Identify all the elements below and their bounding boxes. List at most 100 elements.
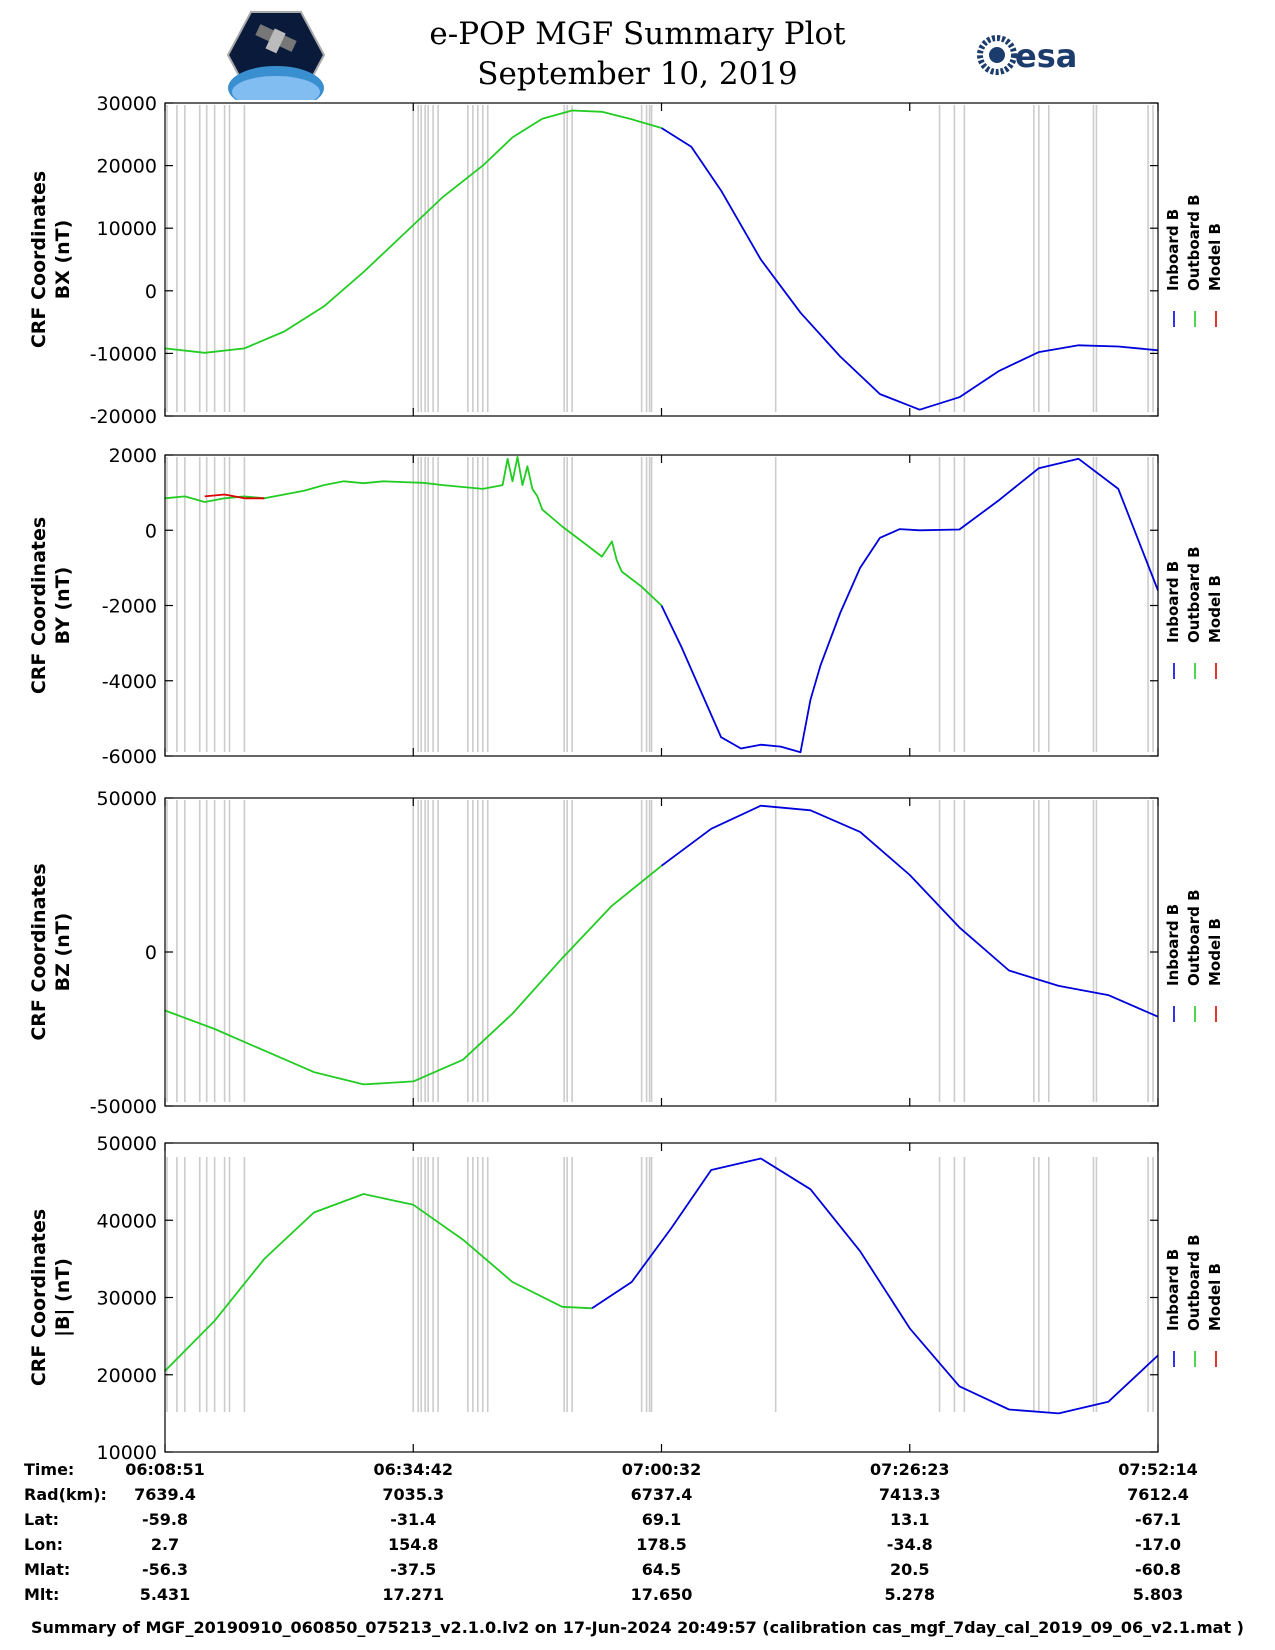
y-axis-label-line-2: BY (nT) xyxy=(52,567,74,645)
plot-title: e-POP MGF Summary Plot September 10, 201… xyxy=(0,14,1275,94)
axes-frame xyxy=(164,797,1159,1107)
table-cell: 7612.4 xyxy=(1127,1485,1189,1504)
table-cell: -17.0 xyxy=(1134,1535,1182,1554)
time-tick-label: 07:26:23 xyxy=(869,1460,950,1479)
esa-logo-icon: esa xyxy=(977,35,1077,75)
y-tick-label: 30000 xyxy=(97,93,157,115)
y-axis-label-line-1: CRF Coordinates xyxy=(28,1209,50,1386)
time-tick-label: 06:08:51 xyxy=(125,1460,205,1479)
row-label: Time: xyxy=(24,1460,75,1479)
legend-label: Inboard B xyxy=(1164,209,1182,291)
y-tick-label: -6000 xyxy=(102,746,157,768)
table-cell: -67.1 xyxy=(1134,1510,1182,1529)
series-inboard-b xyxy=(660,804,1159,1018)
legend-label: Outboard B xyxy=(1185,194,1203,291)
y-axis-label: CRF Coordinates BY (nT) xyxy=(28,517,74,694)
table-cell: -60.8 xyxy=(1134,1560,1182,1579)
table-cell: 7639.4 xyxy=(134,1485,196,1504)
table-cell: 2.7 xyxy=(150,1535,180,1554)
y-tick-label: -2000 xyxy=(102,596,157,618)
y-tick-label: -4000 xyxy=(102,671,157,693)
legend-label: Model B xyxy=(1206,575,1224,643)
table-cell: 178.5 xyxy=(636,1535,687,1554)
legend-label: Outboard B xyxy=(1185,1234,1203,1331)
legend-label: Model B xyxy=(1206,223,1224,291)
y-tick-label: 2000 xyxy=(109,445,157,467)
legend-label: Inboard B xyxy=(1164,561,1182,643)
table-cell: -59.8 xyxy=(141,1510,189,1529)
y-tick-label: 20000 xyxy=(97,156,157,178)
legend-label: Model B xyxy=(1206,918,1224,986)
series-outboard-b xyxy=(164,456,663,607)
y-axis-label: CRF Coordinates |B| (nT) xyxy=(28,1209,74,1386)
y-tick-label: -10000 xyxy=(90,343,157,365)
series-inboard-b xyxy=(660,457,1159,754)
table-cell: 6737.4 xyxy=(630,1485,693,1504)
cassiope-logo-icon xyxy=(226,11,326,100)
table-cell: 154.8 xyxy=(387,1535,439,1554)
y-tick-label: 20000 xyxy=(97,1365,157,1387)
y-tick-label: -50000 xyxy=(90,1096,157,1118)
y-tick-label: 0 xyxy=(145,281,157,303)
table-cell: -34.8 xyxy=(886,1535,933,1554)
y-axis-label: CRF Coordinates BZ (nT) xyxy=(28,863,74,1040)
table-cell: 17.271 xyxy=(382,1585,445,1604)
time-tick-label: 06:34:42 xyxy=(373,1460,454,1479)
y-axis-label-line-2: BZ (nT) xyxy=(52,913,74,992)
y-axis-label-line-2: |B| (nT) xyxy=(52,1258,74,1337)
row-label: Lat: xyxy=(24,1510,60,1529)
series-inboard-b xyxy=(591,1157,1159,1415)
series-outboard-b xyxy=(164,865,663,1086)
y-axis-label-line-1: CRF Coordinates xyxy=(28,171,50,348)
row-label: Lon: xyxy=(24,1535,63,1554)
table-cell: 64.5 xyxy=(641,1560,682,1579)
legend-label: Outboard B xyxy=(1185,546,1203,643)
y-tick-label: 40000 xyxy=(97,1210,157,1232)
title-line-2: September 10, 2019 xyxy=(477,56,798,92)
table-cell: 7413.3 xyxy=(878,1485,941,1504)
legend-label: Inboard B xyxy=(1164,904,1182,986)
row-label: Mlat: xyxy=(24,1560,71,1579)
y-tick-label: 50000 xyxy=(97,788,157,810)
table-cell: 5.803 xyxy=(1132,1585,1184,1604)
table-cell: 7035.3 xyxy=(382,1485,445,1504)
row-label: Rad(km): xyxy=(24,1485,107,1504)
axes-frame xyxy=(164,102,1159,417)
y-tick-label: 10000 xyxy=(97,218,157,240)
orbit-info-table: Time: Rad(km): Lat: Lon: Mlat: Mlt: 06:08:51 76… xyxy=(0,1460,1275,1610)
y-tick-label: 50000 xyxy=(97,1133,157,1155)
y-axis-label: CRF Coordinates BX (nT) xyxy=(28,171,74,348)
y-tick-label: 10000 xyxy=(97,1442,157,1464)
panel-bx: 30000 20000 10000 0 -10000 -20000 CRF Coordina… xyxy=(28,93,1224,428)
table-cell: -56.3 xyxy=(141,1560,189,1579)
series-model-b xyxy=(204,493,265,500)
axes-frame xyxy=(164,1142,1159,1453)
table-cell: 69.1 xyxy=(641,1510,682,1529)
table-cell: 20.5 xyxy=(890,1560,930,1579)
y-axis-label-line-1: CRF Coordinates xyxy=(28,517,50,694)
series-outboard-b xyxy=(164,1193,593,1372)
time-tick-label: 07:00:32 xyxy=(621,1460,702,1479)
panel-by: 2000 0 -2000 -4000 -6000 CRF Coordinates BY (n… xyxy=(28,445,1224,768)
table-cell: -37.5 xyxy=(390,1560,437,1579)
table-cell: -31.4 xyxy=(390,1510,437,1529)
y-tick-label: 30000 xyxy=(97,1288,157,1310)
series-inboard-b xyxy=(661,127,1159,411)
table-cell: 17.650 xyxy=(630,1585,693,1604)
table-cell: 13.1 xyxy=(890,1510,930,1529)
y-tick-label: -20000 xyxy=(90,406,157,428)
legend-label: Model B xyxy=(1206,1263,1224,1331)
legend-label: Inboard B xyxy=(1164,1249,1182,1331)
title-line-1: e-POP MGF Summary Plot xyxy=(429,16,846,52)
table-cell: 5.431 xyxy=(139,1585,191,1604)
panel-bmag: 50000 40000 30000 20000 10000 CRF Coordinates… xyxy=(28,1133,1224,1464)
summary-footnote: Summary of MGF_20190910_060850_075213_v2… xyxy=(31,1618,1244,1637)
legend-label: Outboard B xyxy=(1185,889,1203,986)
esa-logo-text: esa xyxy=(1015,37,1077,75)
y-tick-label: 0 xyxy=(145,942,157,964)
series-outboard-b xyxy=(164,109,662,354)
table-cell: 5.278 xyxy=(884,1585,936,1604)
panel-bz: 50000 0 -50000 CRF Coordinates BZ (nT) Inboar… xyxy=(28,788,1224,1118)
time-tick-label: 07:52:14 xyxy=(1118,1460,1198,1479)
